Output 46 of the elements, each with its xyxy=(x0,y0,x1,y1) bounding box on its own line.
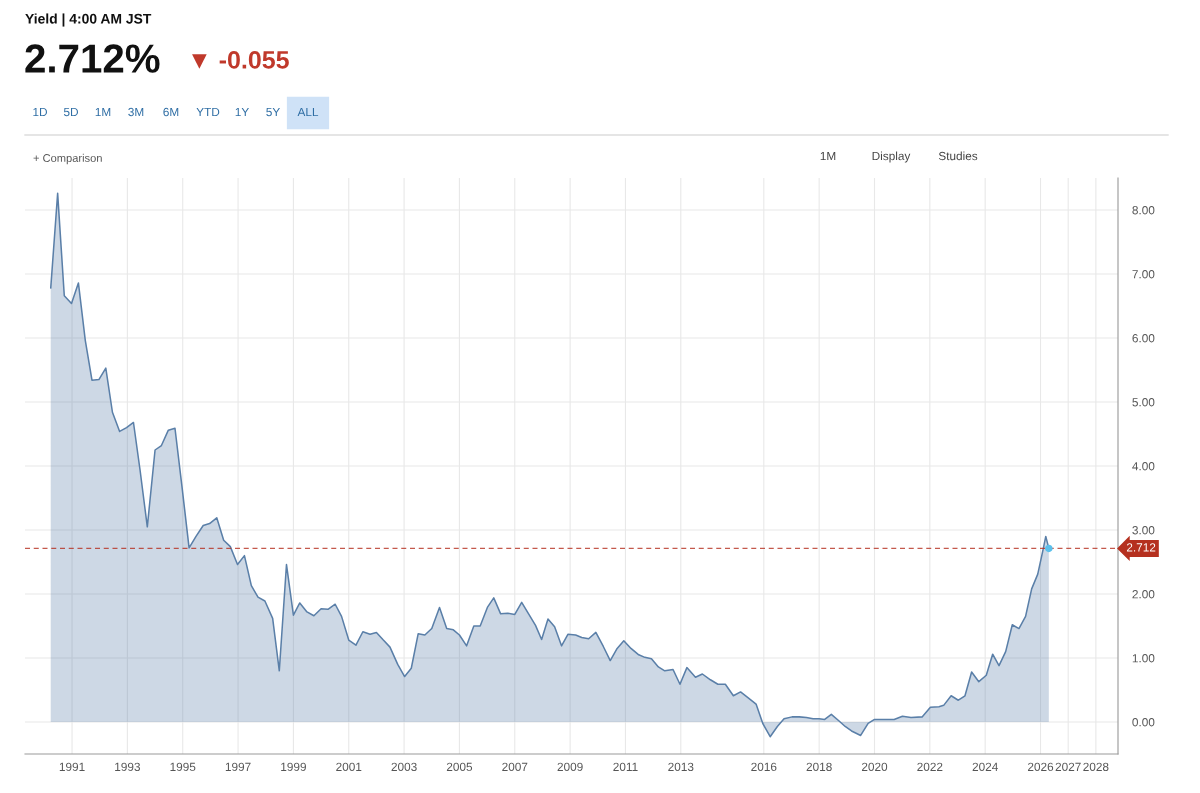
text: Display xyxy=(872,151,911,163)
text: 5D xyxy=(63,107,78,117)
text: 1M xyxy=(95,107,111,117)
x-tick-label: 2022 xyxy=(917,762,943,771)
x-tick-label: 1991 xyxy=(59,762,85,771)
x-tick-label: 2013 xyxy=(668,762,694,771)
x-tick-label: 2001 xyxy=(336,762,362,771)
text: + Comparison xyxy=(33,153,102,165)
y-tick-label: 0.00 xyxy=(1132,718,1155,727)
x-tick-label: 2028 xyxy=(1083,762,1109,771)
x-tick-label: 1999 xyxy=(281,762,306,771)
text: YTD xyxy=(196,107,220,117)
chart-title: Yield | 4:00 AM JST xyxy=(25,13,152,27)
text: 1D xyxy=(33,107,47,117)
y-tick-label: 5.00 xyxy=(1132,398,1155,407)
text: 3M xyxy=(128,107,144,117)
x-tick-label: 2007 xyxy=(502,762,528,771)
text: ALL xyxy=(297,107,319,117)
text: ▼ -0.055 xyxy=(192,51,289,69)
text: 2.712% xyxy=(25,44,160,73)
x-tick-label: 2003 xyxy=(391,762,417,771)
text: 1M xyxy=(820,151,836,161)
x-tick-label: 2027 xyxy=(1055,762,1081,771)
y-tick-label: 6.00 xyxy=(1132,334,1155,343)
x-tick-label: 2005 xyxy=(446,762,473,771)
y-tick-label: 8.00 xyxy=(1132,206,1155,215)
ref-line-label: 2.712 xyxy=(1126,543,1156,552)
text: 1Y xyxy=(235,107,249,117)
y-tick-label: 1.00 xyxy=(1132,654,1155,663)
x-tick-label: 2024 xyxy=(972,762,998,771)
text: 5Y xyxy=(266,107,280,117)
x-tick-label: 2020 xyxy=(861,762,888,771)
y-tick-label: 4.00 xyxy=(1132,462,1155,471)
x-tick-label: 2016 xyxy=(751,762,777,771)
x-tick-label: 2026 xyxy=(1027,762,1054,771)
text: Studies xyxy=(938,151,978,161)
x-tick-label: 1997 xyxy=(225,762,251,771)
x-tick-label: 1993 xyxy=(115,762,140,771)
x-tick-label: 1995 xyxy=(170,762,196,771)
x-tick-label: 2011 xyxy=(613,762,638,771)
text: 6M xyxy=(163,107,179,117)
y-tick-label: 2.00 xyxy=(1132,590,1155,599)
x-tick-label: 2009 xyxy=(557,762,583,771)
y-tick-label: 7.00 xyxy=(1132,270,1155,279)
y-tick-label: 3.00 xyxy=(1132,526,1155,535)
x-tick-label: 2018 xyxy=(806,762,832,771)
